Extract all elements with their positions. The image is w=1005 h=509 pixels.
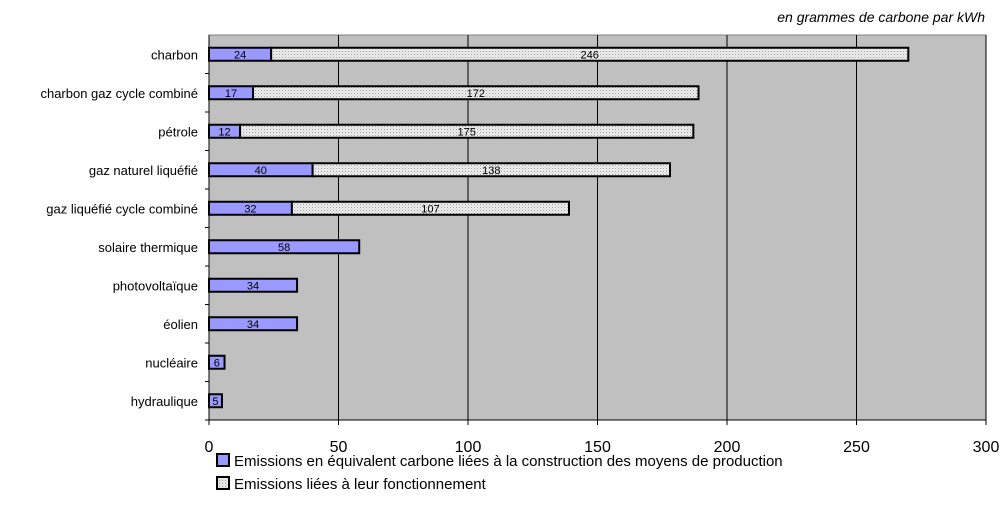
bar-segment [252, 85, 700, 101]
category-label: nucléaire [145, 355, 198, 370]
x-tick-label: 200 [714, 439, 741, 456]
bar-value-label: 58 [278, 242, 290, 254]
category-label: photovoltaïque [113, 278, 198, 293]
legend-swatch [216, 476, 230, 490]
category-label: hydraulique [131, 394, 198, 409]
bar-value-label: 17 [225, 88, 237, 100]
bar-value-label: 34 [247, 280, 259, 292]
bar-segment [239, 123, 695, 139]
bar-value-label: 40 [255, 165, 267, 177]
bar-value-label: 12 [218, 126, 230, 138]
bar-segment [208, 393, 223, 409]
bar-value-label: 172 [467, 88, 485, 100]
bar-segment [208, 239, 361, 255]
category-label: charbon [151, 47, 198, 62]
legend-label: Emissions en équivalent carbone liées à … [234, 453, 783, 470]
unit-note: en grammes de carbone par kWh [777, 9, 985, 25]
bar-value-label: 6 [214, 357, 220, 369]
x-tick-label: 150 [584, 439, 611, 456]
x-tick-label: 300 [973, 439, 1000, 456]
bar-value-label: 34 [247, 319, 259, 331]
bar-value-label: 5 [212, 396, 218, 408]
x-tick-label: 50 [330, 439, 348, 456]
category-label: pétrole [158, 124, 198, 139]
category-label: solaire thermique [98, 240, 198, 255]
bar-segment [311, 162, 672, 178]
x-tick-label: 0 [205, 439, 214, 456]
bar-value-label: 24 [234, 49, 246, 61]
bar-segment [208, 354, 226, 370]
bar-segment [290, 200, 571, 216]
bar-segment [270, 46, 910, 62]
bar-segment [208, 277, 299, 293]
bar-value-label: 32 [244, 203, 256, 215]
x-tick-label: 250 [843, 439, 870, 456]
category-label: charbon gaz cycle combiné [40, 86, 198, 101]
x-tick-label: 100 [455, 439, 482, 456]
legend-swatch [216, 453, 230, 467]
legend: Emissions en équivalent carbone liées à … [216, 453, 783, 493]
category-label: gaz naturel liquéfié [89, 163, 198, 178]
bar-value-label: 138 [482, 165, 500, 177]
bar-value-label: 175 [458, 126, 476, 138]
legend-label: Emissions liées à leur fonctionnement [234, 476, 487, 493]
bar-segment [208, 316, 299, 332]
category-label: gaz liquéfié cycle combiné [46, 201, 198, 216]
category-label: éolien [163, 317, 198, 332]
bar-value-label: 107 [421, 203, 439, 215]
bar-value-label: 246 [581, 49, 599, 61]
